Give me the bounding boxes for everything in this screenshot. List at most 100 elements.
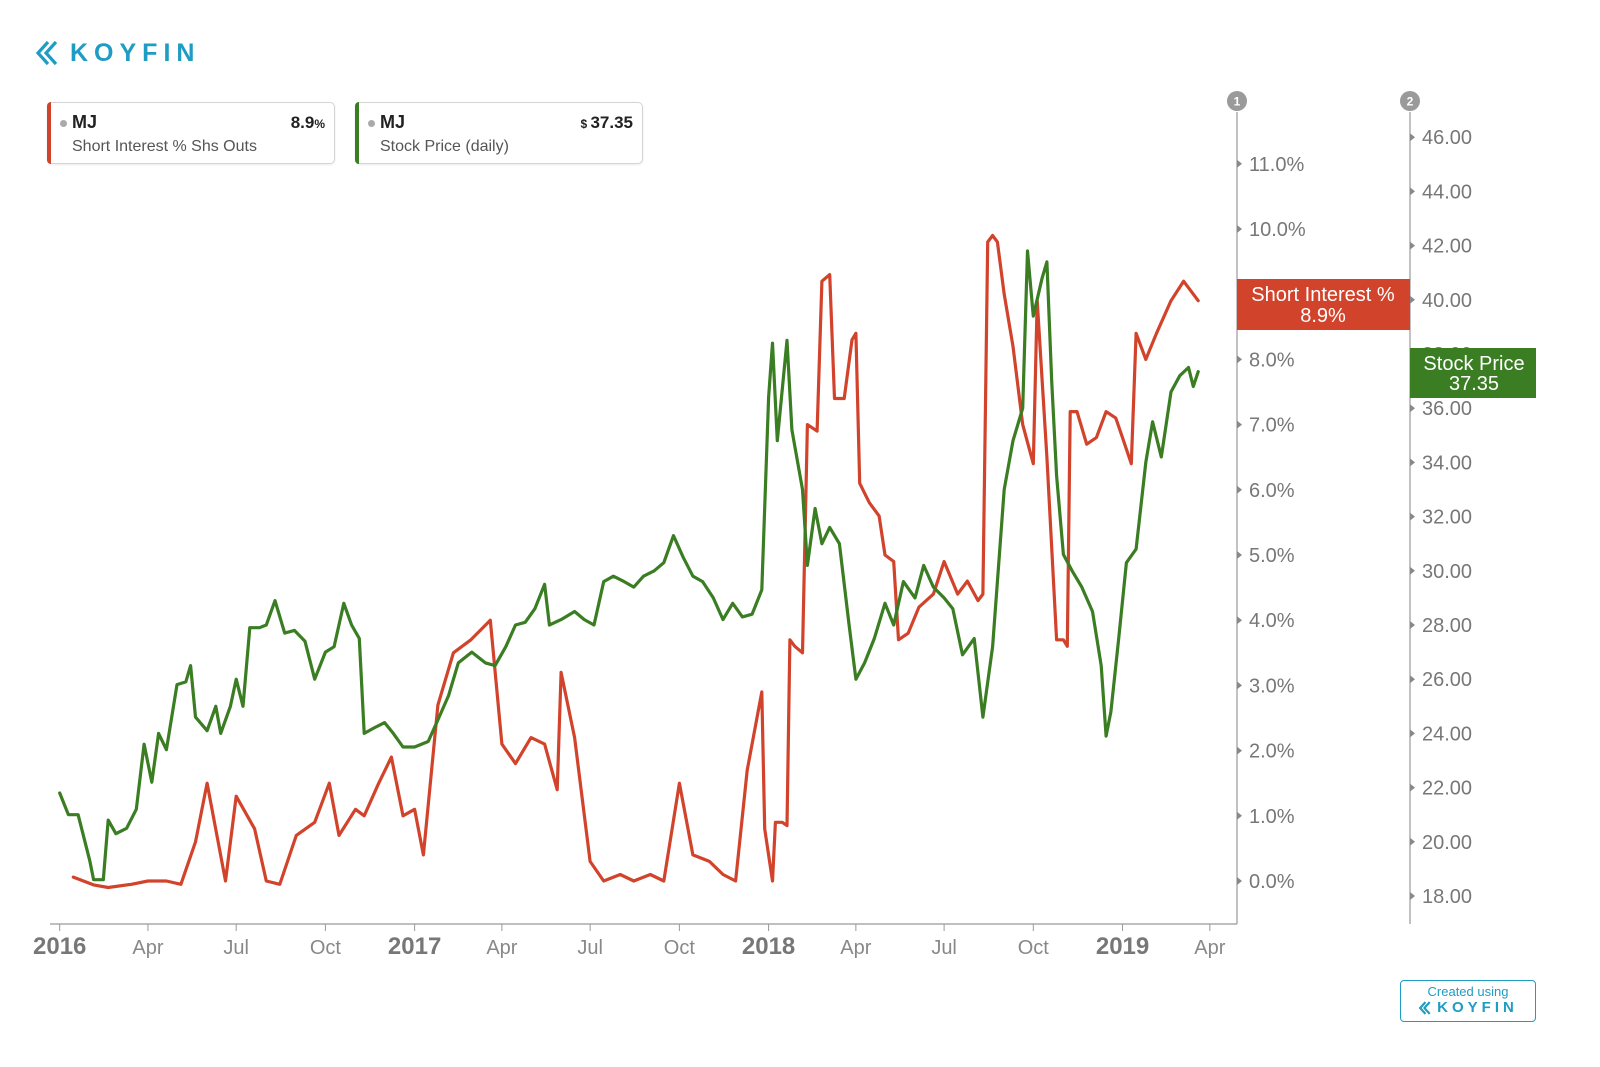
created-using-koyfin-badge[interactable]: Created using KOYFIN <box>1400 980 1536 1022</box>
y-tick-mark <box>1410 404 1415 413</box>
legend-description: Short Interest % Shs Outs <box>72 138 257 155</box>
footer-brand-text: KOYFIN <box>1437 999 1518 1016</box>
y-tick-label: 8.0% <box>1249 349 1295 371</box>
y-tick-label: 1.0% <box>1249 806 1295 828</box>
koyfin-small-logo-icon <box>1418 1001 1431 1015</box>
y-tick-label: 10.0% <box>1249 219 1306 241</box>
x-tick-label: Jul <box>223 937 249 959</box>
y-tick-mark <box>1410 187 1415 196</box>
x-tick-label: 2016 <box>33 933 86 960</box>
y-tick-mark <box>1237 616 1242 625</box>
x-tick-label: Oct <box>664 937 696 959</box>
y-tick-mark <box>1410 458 1415 467</box>
x-tick-label: Apr <box>132 937 163 959</box>
y-tick-label: 44.00 <box>1422 181 1472 203</box>
short-interest-tag-name: Short Interest % <box>1251 284 1395 306</box>
y-tick-mark <box>1410 783 1415 792</box>
y-tick-mark <box>1237 811 1242 820</box>
y-tick-mark <box>1237 355 1242 364</box>
y-tick-label: 34.00 <box>1422 452 1472 474</box>
y-tick-label: 20.00 <box>1422 832 1472 854</box>
x-tick-label: Apr <box>486 937 517 959</box>
footer-brand: KOYFIN <box>1401 999 1535 1017</box>
stock-price-value-tag <box>1410 348 1536 398</box>
stock-price-tag-name: Stock Price <box>1423 353 1524 375</box>
x-tick-label: Oct <box>1018 937 1050 959</box>
series-line-stock-price <box>58 249 1200 882</box>
legend-value: $ 37.35 <box>580 113 633 132</box>
series-line-short-interest <box>71 233 1200 890</box>
y-tick-label: 46.00 <box>1422 127 1472 149</box>
y-tick-label: 4.0% <box>1249 610 1295 632</box>
x-tick-label: 2019 <box>1096 933 1149 960</box>
y-tick-label: 42.00 <box>1422 236 1472 258</box>
y-tick-mark <box>1410 892 1415 900</box>
axis-badge-label: 2 <box>1407 95 1414 109</box>
x-tick-label: Apr <box>1194 937 1225 959</box>
y-tick-mark <box>1237 551 1242 559</box>
x-tick-label: 2017 <box>388 933 441 960</box>
x-tick-label: Apr <box>840 937 871 959</box>
x-tick-label: 2018 <box>742 933 795 960</box>
x-tick-label: Oct <box>310 937 342 959</box>
y-tick-mark <box>1410 621 1415 629</box>
legend-dot-icon <box>60 120 67 127</box>
y-tick-label: 40.00 <box>1422 290 1472 312</box>
y-tick-mark <box>1410 241 1415 250</box>
legend-description: Stock Price (daily) <box>380 138 509 155</box>
y-tick-mark <box>1410 566 1415 575</box>
y-tick-mark <box>1237 159 1242 168</box>
y-tick-mark <box>1237 225 1242 233</box>
legend-ticker: MJ <box>72 112 98 132</box>
legend-ticker: MJ <box>380 112 406 132</box>
koyfin-logo-icon <box>35 40 58 66</box>
y-tick-mark <box>1410 133 1415 142</box>
y-tick-mark <box>1237 290 1242 299</box>
y-tick-label: 0.0% <box>1249 871 1295 893</box>
y-tick-mark <box>1410 512 1415 521</box>
y-tick-label: 3.0% <box>1249 675 1295 697</box>
created-using-text: Created using <box>1427 984 1509 999</box>
y-tick-mark <box>1410 295 1415 304</box>
y-tick-label: 32.00 <box>1422 507 1472 529</box>
koyfin-logo-text: KOYFIN <box>70 38 201 67</box>
y-tick-label: 5.0% <box>1249 545 1295 567</box>
axis-badge-label: 1 <box>1234 95 1241 109</box>
legend-value: 8.9% <box>290 113 325 132</box>
y-tick-mark <box>1237 877 1242 885</box>
y-tick-label: 36.00 <box>1422 398 1472 420</box>
y-tick-mark <box>1410 837 1415 846</box>
series-layer <box>58 233 1200 890</box>
y-tick-label: 24.00 <box>1422 723 1472 745</box>
stock-price-tag-value: 37.35 <box>1449 373 1499 395</box>
x-tick-label: Jul <box>577 937 603 959</box>
legend-card-short-interest[interactable]: MJ 8.9% Short Interest % Shs Outs <box>47 102 335 164</box>
y-tick-label: 18.00 <box>1422 886 1472 908</box>
y-tick-mark <box>1237 420 1242 429</box>
koyfin-logo[interactable]: KOYFIN <box>34 38 200 68</box>
short-interest-tag-value: 8.9% <box>1300 305 1346 327</box>
y-tick-label: 28.00 <box>1422 615 1472 637</box>
y-tick-label: 26.00 <box>1422 669 1472 691</box>
y-tick-label: 9.0% <box>1249 284 1295 306</box>
y-tick-label: 2.0% <box>1249 741 1295 763</box>
x-tick-label: Jul <box>931 937 957 959</box>
legend-color-bar <box>47 102 51 164</box>
legend-card-stock-price[interactable]: MJ $ 37.35 Stock Price (daily) <box>355 102 643 164</box>
y-tick-label: 30.00 <box>1422 561 1472 583</box>
y-tick-label: 6.0% <box>1249 480 1295 502</box>
axis-badge <box>1227 91 1247 111</box>
y-tick-label: 7.0% <box>1249 415 1295 437</box>
y-tick-mark <box>1410 729 1415 738</box>
y-tick-mark <box>1410 675 1415 684</box>
y-tick-mark <box>1410 350 1415 358</box>
axes-layer: 2016 Apr Jul Oct 2017 Apr Jul Oct 2018 Apr Jul Oct 2… <box>33 91 1472 960</box>
y-tick-label: 22.00 <box>1422 778 1472 800</box>
y-tick-mark <box>1237 681 1242 690</box>
short-interest-value-tag <box>1237 279 1410 330</box>
legend-dot-icon <box>368 120 375 127</box>
y-tick-mark <box>1237 485 1242 494</box>
legend-color-bar <box>355 102 359 164</box>
y-tick-label: 11.0% <box>1249 154 1304 176</box>
